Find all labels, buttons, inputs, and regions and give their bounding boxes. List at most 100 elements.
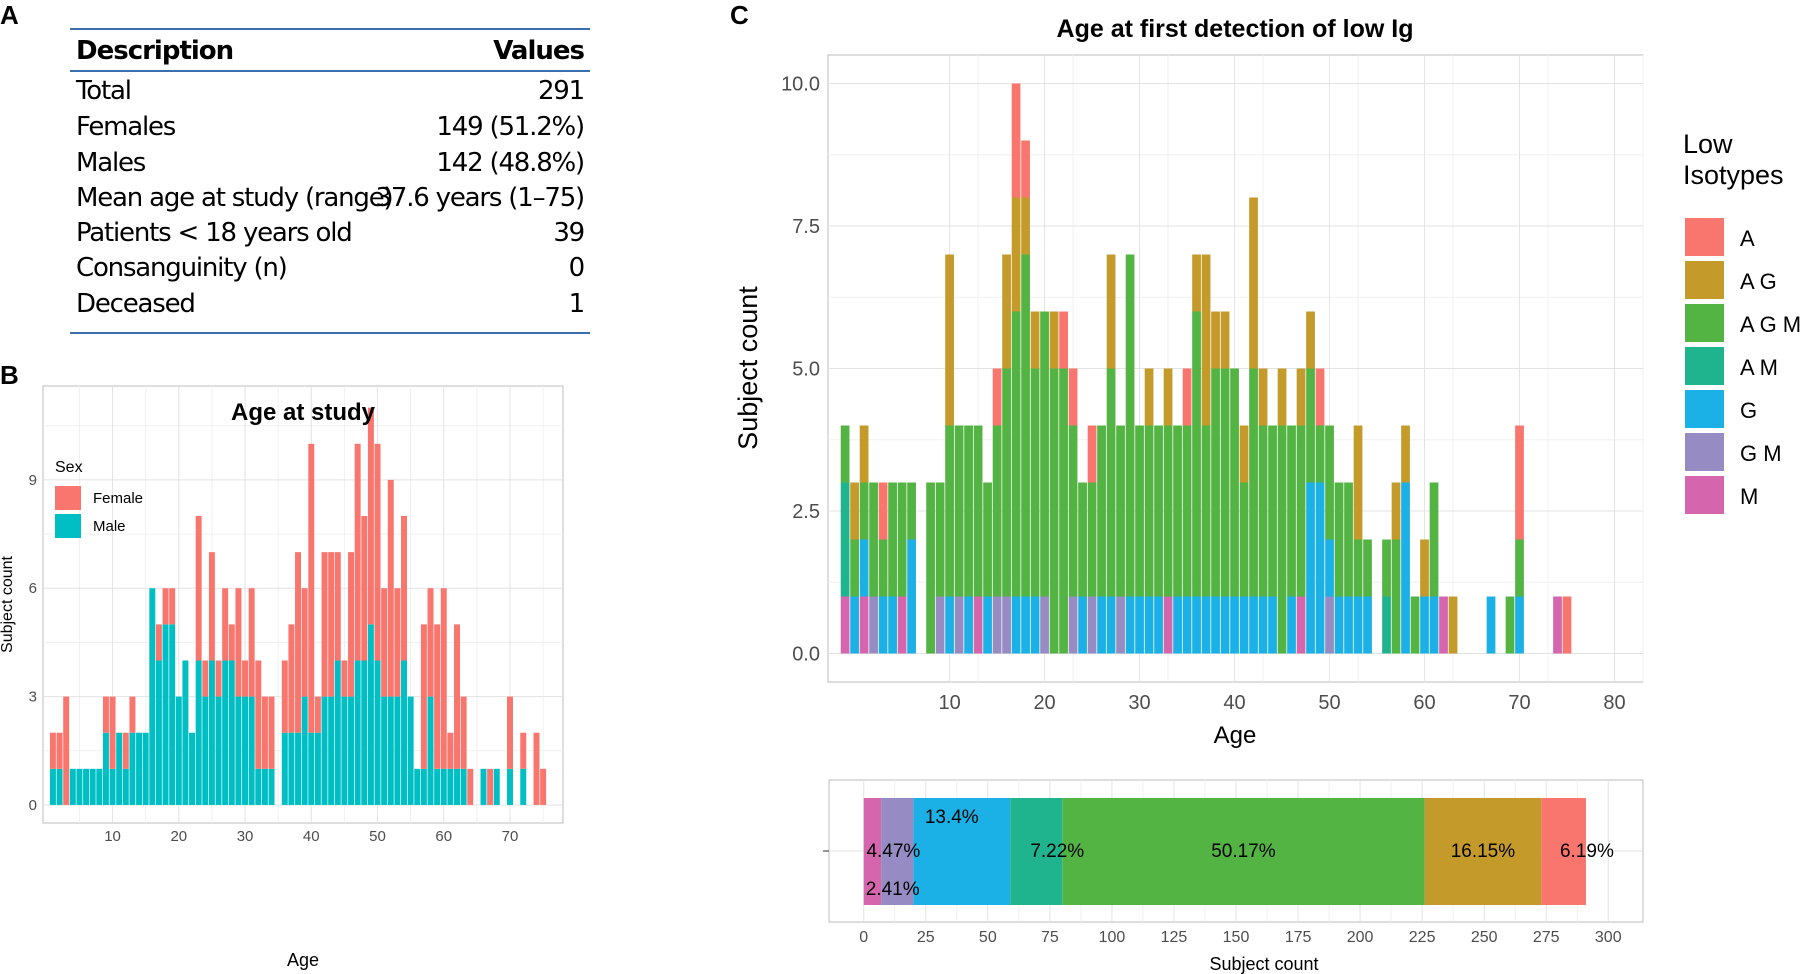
bar-segment-a-g bbox=[1420, 539, 1429, 597]
bar-segment-a-g-m bbox=[1230, 368, 1239, 597]
bar-segment-a-g bbox=[1249, 197, 1258, 369]
x-tick-label: 50 bbox=[369, 828, 386, 845]
bar-male bbox=[381, 696, 388, 805]
x-tick-label: 70 bbox=[1508, 692, 1530, 714]
bar-segment-g-m bbox=[992, 596, 1002, 654]
bar-segment-g bbox=[1420, 596, 1429, 654]
bar-segment-a-g bbox=[945, 254, 954, 426]
bar-male bbox=[268, 768, 275, 805]
x-tick-label: 20 bbox=[170, 828, 187, 845]
bar-segment-m bbox=[840, 596, 850, 654]
bar-segment-a-g-m bbox=[926, 482, 935, 654]
bar-segment-a bbox=[1011, 83, 1021, 198]
bar-female bbox=[434, 624, 441, 769]
bar-segment-a-g-m bbox=[1078, 482, 1087, 597]
bar-segment-g bbox=[1287, 596, 1296, 654]
legend-label-m: M bbox=[1740, 484, 1758, 509]
stacked-segment-g-m bbox=[881, 798, 914, 905]
y-tick-label: 10.0 bbox=[781, 74, 820, 96]
bar-male bbox=[427, 696, 434, 805]
bar-segment-a-g-m bbox=[1135, 425, 1144, 597]
bar-segment-a-g-m bbox=[1040, 311, 1049, 597]
bar-segment-g bbox=[1192, 596, 1201, 654]
y-tick-label: 7.5 bbox=[792, 216, 820, 238]
x-tick-label: 30 bbox=[1128, 692, 1150, 714]
bar-segment-a-g-m bbox=[1515, 539, 1524, 597]
x-tick-label: 100 bbox=[1099, 929, 1126, 946]
bar-segment-a-g bbox=[1106, 254, 1116, 369]
row-description: Males bbox=[76, 148, 146, 178]
bar-segment-a-g bbox=[1296, 368, 1306, 426]
x-tick-label: 40 bbox=[1223, 692, 1245, 714]
bar-segment-a-g-m bbox=[983, 482, 992, 597]
table-bottom-rule bbox=[70, 332, 590, 334]
bar-female bbox=[308, 443, 315, 733]
bar-male bbox=[387, 696, 394, 805]
x-tick-label: 20 bbox=[1033, 692, 1055, 714]
bar-segment-a-g-m bbox=[859, 482, 869, 540]
bar-segment-g bbox=[1515, 596, 1524, 654]
x-tick-label: 125 bbox=[1161, 929, 1188, 946]
bar-segment-g-m bbox=[935, 596, 945, 654]
bar-female bbox=[122, 732, 129, 769]
bar-segment-a-g bbox=[1306, 311, 1315, 369]
bar-segment-a bbox=[1059, 311, 1068, 369]
bar-segment-a-g-m bbox=[945, 425, 954, 597]
bar-segment-g bbox=[1201, 596, 1211, 654]
bar-male bbox=[208, 660, 215, 805]
bar-female bbox=[109, 696, 116, 769]
y-tick-label: 6 bbox=[29, 580, 37, 597]
bar-segment-a-g-m bbox=[1249, 368, 1258, 597]
bar-segment-m bbox=[859, 596, 869, 654]
bar-segment-a-g bbox=[1258, 368, 1268, 426]
bar-segment-a-g-m bbox=[1211, 368, 1220, 597]
bar-segment-a-g-m bbox=[1334, 482, 1344, 597]
bar-segment-a-g-m bbox=[850, 539, 859, 597]
y-tick-label: 0.0 bbox=[792, 644, 820, 666]
row-description: Mean age at study (range) bbox=[76, 183, 394, 213]
bar-segment-a-g-m bbox=[964, 425, 973, 597]
bar-female bbox=[129, 696, 136, 733]
bar-male bbox=[401, 660, 407, 805]
bar-female bbox=[334, 552, 341, 661]
bar-male bbox=[295, 732, 302, 805]
bar-male bbox=[202, 696, 209, 805]
bar-male bbox=[56, 768, 63, 805]
bar-male bbox=[242, 696, 249, 805]
bar-male bbox=[328, 696, 335, 805]
bar-female bbox=[520, 732, 527, 769]
bar-male bbox=[76, 768, 83, 805]
bar-segment-g bbox=[1078, 596, 1087, 654]
bar-segment-g bbox=[1097, 596, 1106, 654]
row-value: 39 bbox=[553, 218, 585, 248]
panel-label-b: B bbox=[0, 360, 19, 390]
bar-segment-a-g bbox=[1163, 368, 1173, 426]
bar-segment-a-g bbox=[859, 425, 869, 483]
bar-female bbox=[348, 552, 355, 697]
legend-swatch-g-m bbox=[1685, 433, 1724, 471]
bar-segment-g bbox=[850, 596, 859, 654]
bar-female bbox=[208, 552, 215, 661]
bar-segment-a-g-m bbox=[1002, 368, 1011, 597]
bar-segment-a-g-m bbox=[1287, 425, 1296, 597]
bar-segment-g bbox=[1401, 482, 1410, 654]
bar-segment-g bbox=[1334, 596, 1344, 654]
bar-male bbox=[228, 660, 235, 805]
legend-label-female: Female bbox=[93, 490, 143, 507]
bar-male bbox=[507, 768, 513, 805]
legend-swatch-a-g-m bbox=[1685, 304, 1724, 342]
bar-male bbox=[83, 768, 90, 805]
bar-segment-g-m bbox=[1068, 596, 1078, 654]
row-description: Total bbox=[76, 76, 132, 106]
bar-female bbox=[533, 732, 540, 805]
bar-segment-g bbox=[1021, 596, 1030, 654]
bar-segment-a-g-m bbox=[1116, 425, 1125, 597]
bar-female bbox=[255, 660, 262, 769]
segment-label-a-g-m: 50.17% bbox=[1211, 841, 1276, 862]
bar-female bbox=[507, 696, 513, 769]
bar-male bbox=[414, 768, 421, 805]
y-tick-label: 9 bbox=[29, 472, 37, 489]
bar-segment-a-g-m bbox=[954, 425, 964, 597]
x-axis-label-c-bottom: Subject count bbox=[1209, 954, 1318, 974]
bar-male bbox=[321, 696, 328, 805]
